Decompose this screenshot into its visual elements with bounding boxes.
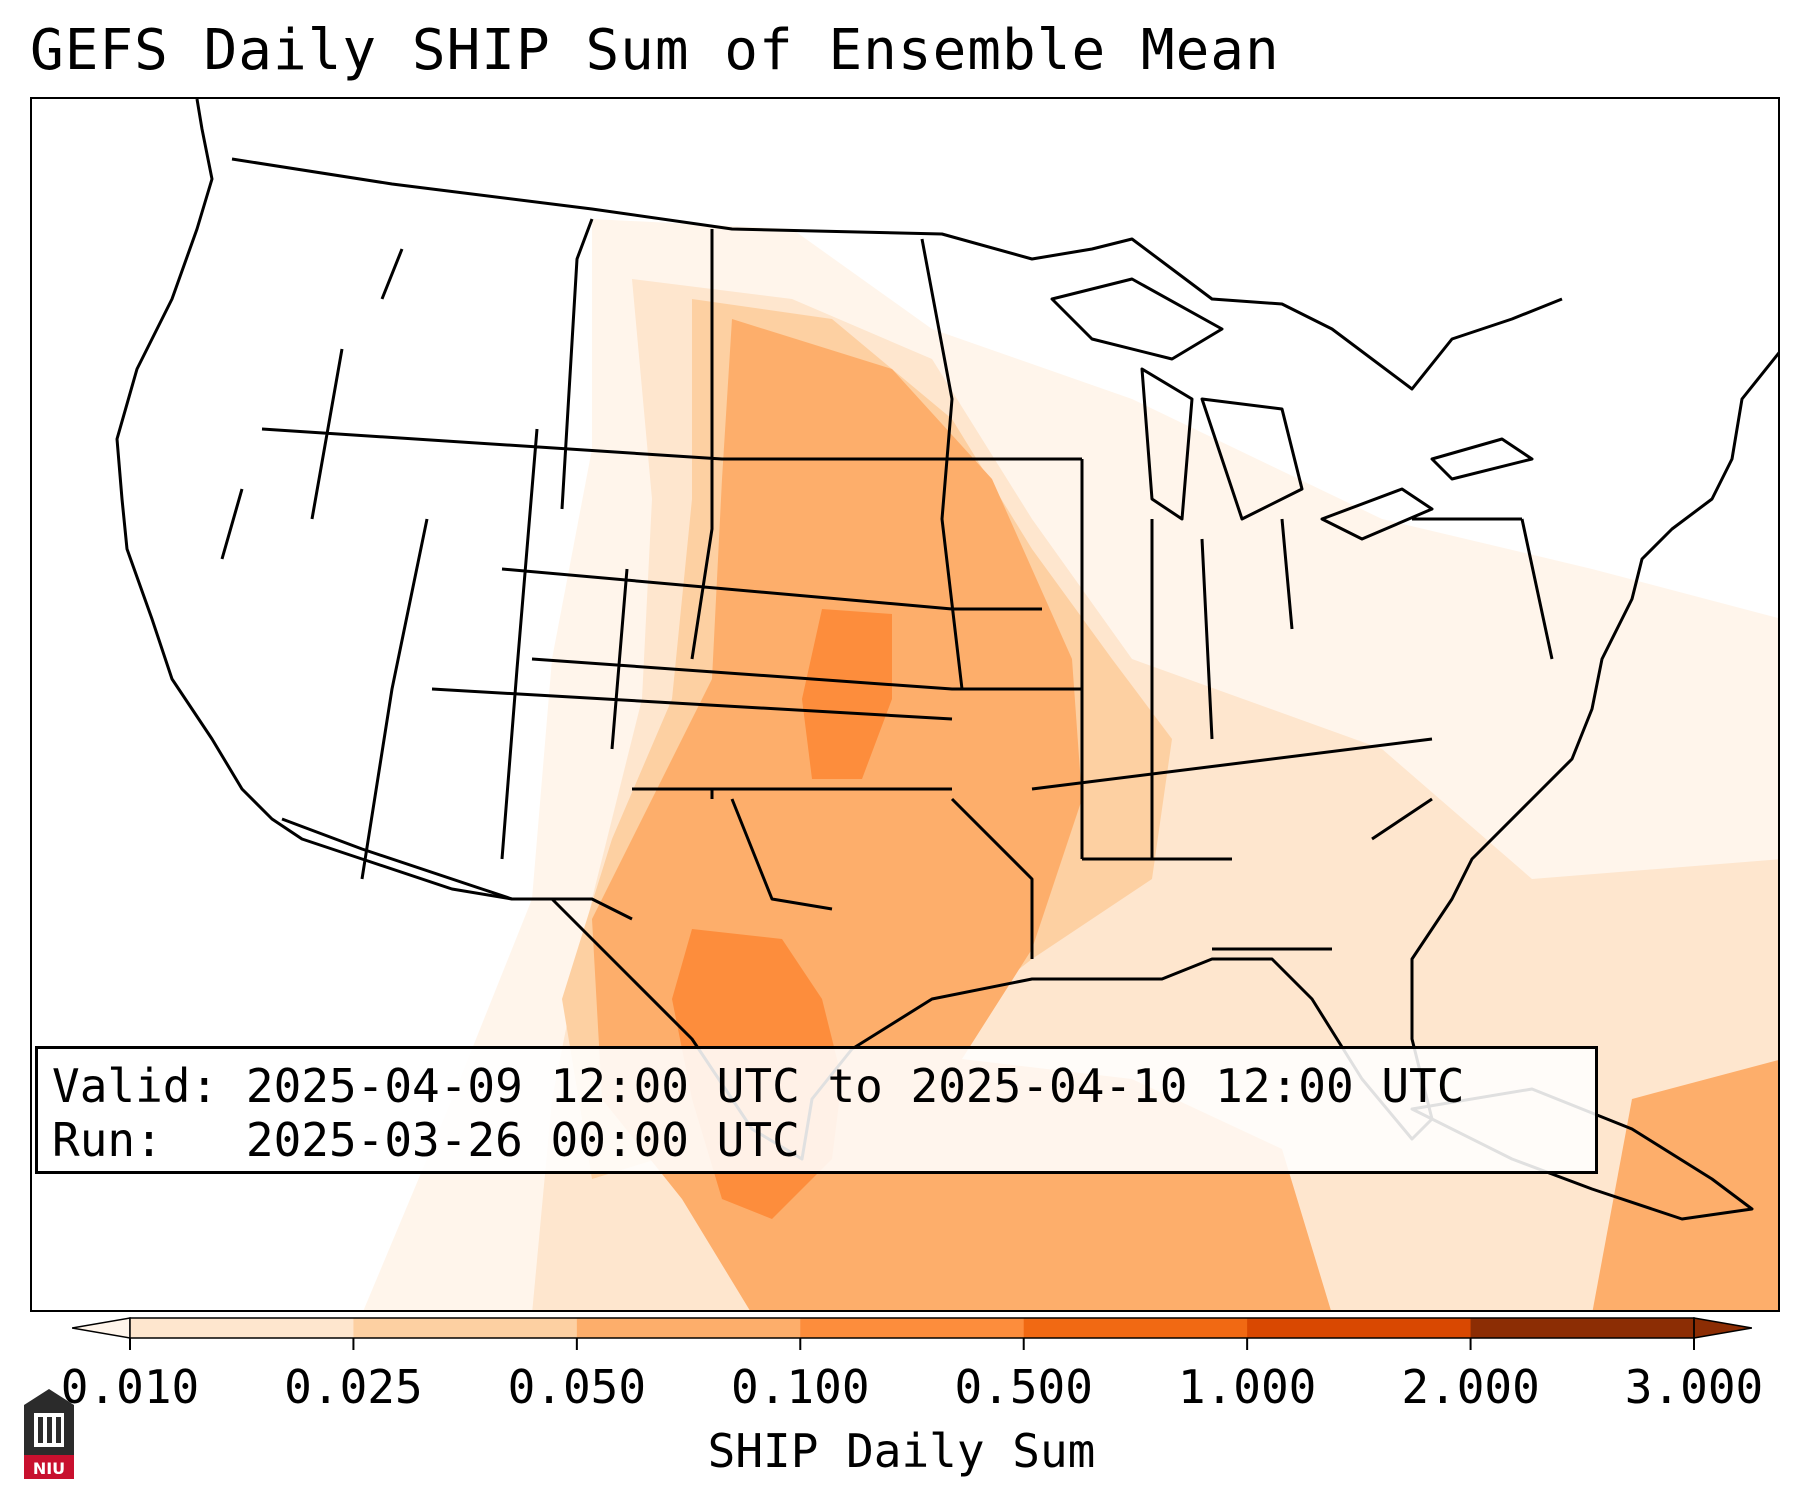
- run-label: Run:: [52, 1113, 163, 1167]
- colorbar-segment: [1023, 1318, 1248, 1338]
- boundaries: [115, 99, 1778, 1221]
- colorbar-tick-label: 3.000: [1624, 1360, 1764, 1414]
- colorbar-tick-label: 1.000: [1177, 1360, 1317, 1414]
- valid-row: Valid: 2025-04-09 12:00 UTC to 2025-04-1…: [52, 1059, 1581, 1113]
- colorbar-tick-label: 0.010: [60, 1360, 200, 1414]
- colorbar-tick-label: 2.000: [1401, 1360, 1540, 1414]
- valid-run-box: Valid: 2025-04-09 12:00 UTC to 2025-04-1…: [35, 1046, 1598, 1174]
- valid-value: 2025-04-09 12:00 UTC to 2025-04-10 12:00…: [245, 1059, 1465, 1113]
- great-lakes: [1050, 277, 1534, 541]
- colorbar-outline: [129, 1317, 1695, 1339]
- svg-text:NIU: NIU: [33, 1459, 65, 1478]
- colorbar-segment: [130, 1318, 354, 1338]
- colorbar-label: SHIP Daily Sum: [707, 1424, 1096, 1478]
- colorbar-tick-label: 0.025: [284, 1360, 423, 1414]
- colorbar-segment: [353, 1318, 578, 1338]
- colorbar-extend-max: [1693, 1317, 1752, 1339]
- state-lines: [220, 218, 1554, 959]
- map-panel: [30, 97, 1780, 1312]
- run-row: Run: 2025-03-26 00:00 UTC: [52, 1113, 1581, 1167]
- colorbar-segment: [1470, 1318, 1695, 1338]
- map-title: GEFS Daily SHIP Sum of Ensemble Mean: [30, 18, 1280, 83]
- shade-level-4-east: [1592, 1060, 1778, 1310]
- niu-logo-icon: NIU: [24, 1389, 74, 1479]
- colorbar-segment: [1247, 1318, 1472, 1338]
- colorbar-tick-label: 0.100: [731, 1360, 870, 1414]
- colorbar-tick-label: 0.500: [954, 1360, 1093, 1414]
- valid-label: Valid:: [52, 1059, 219, 1113]
- colorbar-extend-min: [72, 1317, 131, 1339]
- colorbar-segment: [800, 1318, 1025, 1338]
- colorbar: [72, 1317, 1752, 1350]
- run-value: 2025-03-26 00:00 UTC: [245, 1113, 800, 1167]
- colorbar-tick-label: 0.050: [507, 1360, 647, 1414]
- canada-border: [231, 157, 1563, 391]
- mexico-border: [281, 817, 633, 921]
- colorbar-segment: [576, 1318, 801, 1338]
- us-outline: [115, 99, 1778, 1161]
